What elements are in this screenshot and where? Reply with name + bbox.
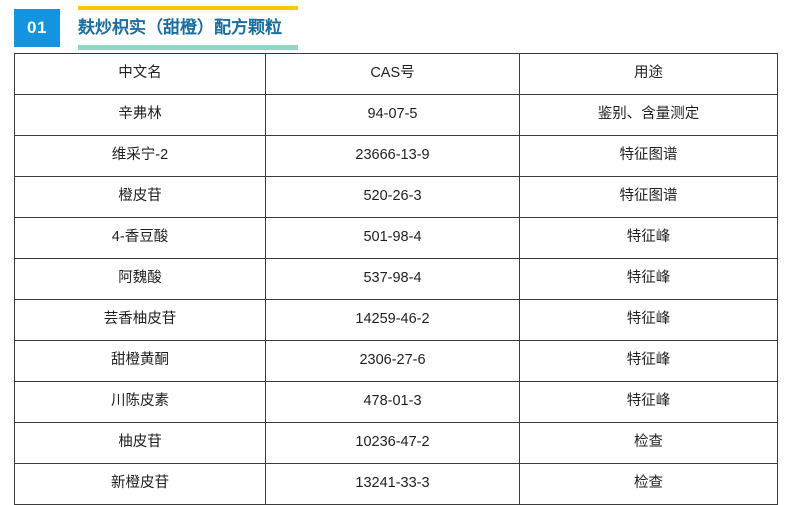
table-row: 阿魏酸 537-98-4 特征峰	[14, 258, 778, 300]
section-number-badge: 01	[14, 9, 60, 47]
table-row: 甜橙黄酮 2306-27-6 特征峰	[14, 340, 778, 382]
cell-name: 川陈皮素	[14, 381, 266, 423]
section-header: 01 麸炒枳实（甜橙）配方颗粒	[14, 6, 778, 50]
column-header-name: 中文名	[14, 53, 266, 95]
cell-name: 4-香豆酸	[14, 217, 266, 259]
title-block: 麸炒枳实（甜橙）配方颗粒	[78, 6, 298, 50]
table-row: 橙皮苷 520-26-3 特征图谱	[14, 176, 778, 218]
cell-name: 新橙皮苷	[14, 463, 266, 505]
cell-name: 辛弗林	[14, 94, 266, 136]
cell-use: 特征图谱	[519, 135, 778, 177]
cell-cas: 13241-33-3	[265, 463, 520, 505]
cell-cas: 520-26-3	[265, 176, 520, 218]
table-header: 中文名 CAS号 用途	[14, 53, 778, 95]
table-row: 芸香柚皮苷 14259-46-2 特征峰	[14, 299, 778, 341]
cell-cas: 23666-13-9	[265, 135, 520, 177]
cell-use: 特征图谱	[519, 176, 778, 218]
cell-name: 甜橙黄酮	[14, 340, 266, 382]
cell-cas: 478-01-3	[265, 381, 520, 423]
column-header-cas: CAS号	[265, 53, 520, 95]
cell-cas: 94-07-5	[265, 94, 520, 136]
table-body: 辛弗林 94-07-5 鉴别、含量测定 维采宁-2 23666-13-9 特征图…	[14, 94, 778, 505]
table-row: 柚皮苷 10236-47-2 检查	[14, 422, 778, 464]
component-spec-table: 中文名 CAS号 用途 辛弗林 94-07-5 鉴别、含量测定 维采宁-2 23…	[14, 53, 778, 505]
cell-use: 特征峰	[519, 299, 778, 341]
cell-name: 柚皮苷	[14, 422, 266, 464]
cell-cas: 501-98-4	[265, 217, 520, 259]
cell-cas: 10236-47-2	[265, 422, 520, 464]
cell-use: 检查	[519, 463, 778, 505]
page-title: 麸炒枳实（甜橙）配方颗粒	[78, 18, 282, 37]
column-header-use: 用途	[519, 53, 778, 95]
cell-use: 检查	[519, 422, 778, 464]
cell-use: 特征峰	[519, 381, 778, 423]
cell-cas: 14259-46-2	[265, 299, 520, 341]
cell-cas: 2306-27-6	[265, 340, 520, 382]
table-header-row: 中文名 CAS号 用途	[14, 53, 778, 95]
cell-use: 特征峰	[519, 340, 778, 382]
table-row: 川陈皮素 478-01-3 特征峰	[14, 381, 778, 423]
cell-name: 芸香柚皮苷	[14, 299, 266, 341]
cell-use: 特征峰	[519, 258, 778, 300]
cell-use: 特征峰	[519, 217, 778, 259]
table-row: 维采宁-2 23666-13-9 特征图谱	[14, 135, 778, 177]
table-row: 4-香豆酸 501-98-4 特征峰	[14, 217, 778, 259]
spec-table-container: 中文名 CAS号 用途 辛弗林 94-07-5 鉴别、含量测定 维采宁-2 23…	[14, 53, 778, 505]
table-row: 辛弗林 94-07-5 鉴别、含量测定	[14, 94, 778, 136]
cell-name: 橙皮苷	[14, 176, 266, 218]
accent-rule-bottom	[78, 45, 298, 50]
cell-cas: 537-98-4	[265, 258, 520, 300]
cell-name: 维采宁-2	[14, 135, 266, 177]
accent-rule-top	[78, 6, 298, 10]
cell-name: 阿魏酸	[14, 258, 266, 300]
table-row: 新橙皮苷 13241-33-3 检查	[14, 463, 778, 505]
cell-use: 鉴别、含量测定	[519, 94, 778, 136]
